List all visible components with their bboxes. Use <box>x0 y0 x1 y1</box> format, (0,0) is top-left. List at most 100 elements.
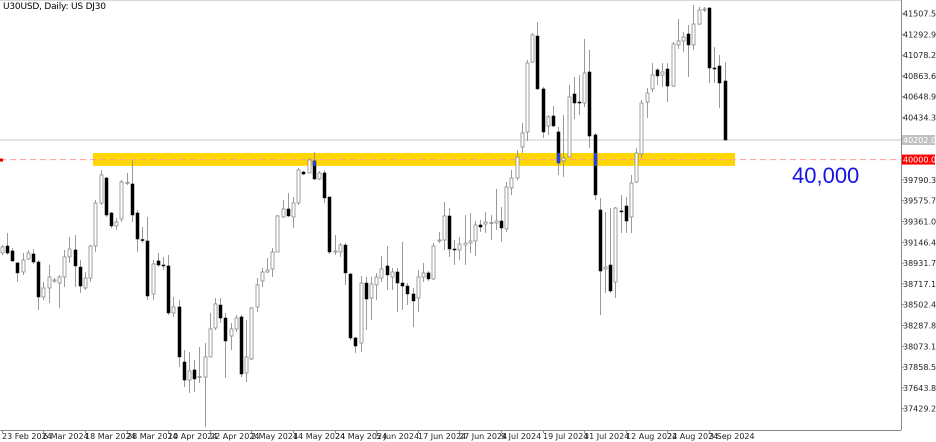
candle <box>93 199 98 253</box>
candle-body <box>286 208 291 217</box>
candle <box>249 306 254 360</box>
candle <box>530 33 535 63</box>
level-annotation[interactable]: 40,000 <box>792 163 860 188</box>
candle <box>99 169 104 206</box>
candle-body <box>62 256 67 278</box>
candle <box>437 231 442 244</box>
level-line-marker[interactable] <box>0 158 3 162</box>
candle <box>197 346 202 384</box>
candle <box>177 299 182 367</box>
price-axis[interactable] <box>902 0 936 442</box>
candle <box>327 196 332 254</box>
candle <box>291 196 296 228</box>
y-tick-label: 39790.38 <box>903 176 936 185</box>
candle <box>665 62 670 103</box>
current-price-label: 40202.00 <box>903 136 936 145</box>
candle-body <box>416 276 421 299</box>
candle <box>624 196 629 234</box>
candle-body <box>275 215 280 253</box>
x-tick-label: 12 Aug 2024 <box>626 432 677 441</box>
candle-body <box>135 212 140 240</box>
candle-body <box>447 215 452 250</box>
candle <box>572 77 577 119</box>
candle <box>312 152 317 181</box>
candle-body <box>634 152 639 183</box>
candle <box>556 127 561 175</box>
candle <box>119 180 124 222</box>
candle-body <box>161 264 166 267</box>
candle <box>702 6 707 12</box>
x-tick-label: 22 Aug 2024 <box>667 432 718 441</box>
candle <box>145 216 150 300</box>
candle <box>286 193 291 217</box>
candle-body <box>327 196 332 253</box>
candle-body <box>530 34 535 63</box>
candle <box>608 208 613 294</box>
candle-body <box>333 250 338 253</box>
candle <box>364 277 369 331</box>
candle-body <box>119 181 124 220</box>
y-tick-label: 38287.83 <box>903 321 936 330</box>
candle-body <box>546 116 551 127</box>
candle <box>442 202 447 250</box>
candle-body <box>338 244 343 253</box>
candle-body <box>255 284 260 308</box>
candle-body <box>291 202 296 218</box>
candle-body <box>582 72 587 104</box>
candle <box>151 259 156 300</box>
y-tick-label: 38717.13 <box>903 280 936 289</box>
candle-body <box>41 287 46 298</box>
candle <box>717 55 722 109</box>
candle-body <box>244 356 249 374</box>
candle <box>473 221 478 256</box>
candle-body <box>21 259 26 273</box>
candle-body <box>671 43 676 87</box>
candle-body <box>270 251 275 270</box>
candle-body <box>281 208 286 218</box>
candle-body <box>676 40 681 46</box>
candle <box>36 259 41 310</box>
candle <box>546 115 551 135</box>
candle <box>255 277 260 312</box>
candle <box>10 248 15 262</box>
candle <box>598 197 603 315</box>
candle <box>525 59 530 141</box>
candle-body-in-zone <box>594 152 597 166</box>
candle-body <box>0 246 5 254</box>
candle <box>457 236 462 260</box>
candle <box>535 21 540 90</box>
candle <box>104 177 109 217</box>
candle <box>317 171 322 181</box>
candle <box>421 262 426 282</box>
candle-body <box>218 304 223 319</box>
candle <box>577 74 582 115</box>
candle-body <box>650 74 655 90</box>
candle-body <box>145 240 150 297</box>
x-tick-label: 23 Feb 2024 <box>2 432 52 441</box>
candle-body <box>88 245 93 279</box>
candle <box>15 261 20 282</box>
candle-body <box>395 271 400 284</box>
candle <box>348 272 353 340</box>
candle-body <box>608 264 613 292</box>
candle <box>322 169 327 203</box>
candle-body <box>156 260 161 266</box>
candle-body <box>15 262 20 274</box>
x-tick-label: 3 Sep 2024 <box>709 432 755 441</box>
x-tick-label: 28 Mar 2024 <box>127 432 178 441</box>
candle <box>21 252 26 275</box>
y-tick-label: 40863.63 <box>903 72 936 81</box>
candle <box>62 249 67 287</box>
candle <box>31 249 36 264</box>
candle-body <box>67 248 72 258</box>
candle <box>78 259 83 294</box>
candle-body <box>171 306 176 314</box>
candle <box>275 215 280 253</box>
candle-body <box>187 370 192 381</box>
y-tick-label: 39361.08 <box>903 217 936 226</box>
y-tick-label: 41507.58 <box>903 9 936 18</box>
candle-body <box>473 224 478 242</box>
candle-body <box>681 36 686 42</box>
candle-body <box>223 317 228 342</box>
